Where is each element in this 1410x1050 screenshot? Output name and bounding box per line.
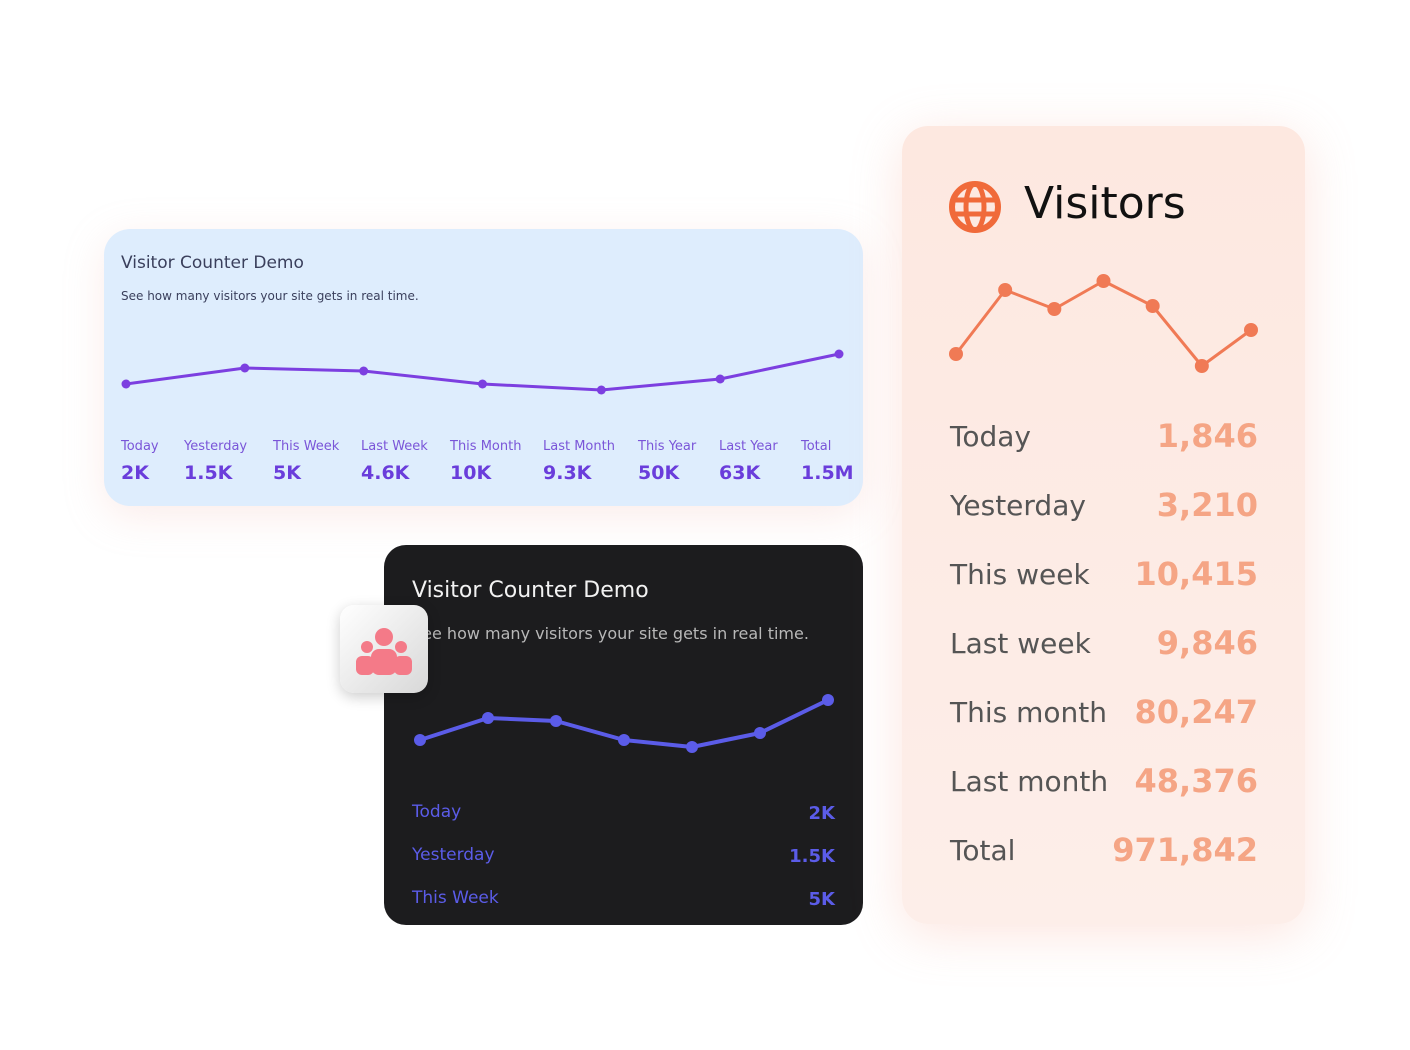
stat-label: Last Month — [543, 439, 615, 454]
stat-value: 2K — [808, 803, 835, 824]
stat-label: This Year — [638, 439, 697, 454]
stat-value: 63K — [719, 462, 761, 484]
globe-icon — [949, 181, 1001, 233]
sparkline — [121, 349, 844, 395]
trend-point — [359, 366, 369, 376]
trend-point — [1047, 302, 1062, 316]
trend-point — [998, 283, 1013, 297]
stat-value: 10,415 — [1134, 555, 1258, 593]
card-title: Visitors — [1024, 178, 1186, 229]
trend-point — [949, 347, 963, 361]
stat-value: 3,210 — [1156, 486, 1258, 524]
stat-label: Yesterday — [184, 439, 248, 454]
trend-point — [618, 734, 630, 746]
stat-label: This month — [950, 696, 1107, 729]
stat-label: Yesterday — [412, 845, 495, 865]
stat-value: 1,846 — [1156, 417, 1258, 455]
light-card: Visitor Counter Demo See how many visito… — [104, 229, 863, 506]
card-subtitle: See how many visitors your site gets in … — [412, 624, 809, 643]
stat-label: Total — [801, 439, 832, 454]
trend-point — [121, 379, 131, 389]
stat-value: 4.6K — [361, 462, 410, 484]
stat-value: 5K — [808, 889, 835, 910]
trend-point — [715, 374, 725, 384]
trend-point — [822, 694, 834, 706]
trend-point — [1194, 359, 1209, 373]
card-title: Visitor Counter Demo — [412, 578, 649, 603]
trend-point — [834, 349, 844, 359]
sparkline — [414, 694, 834, 753]
sparkline — [949, 274, 1258, 373]
users-glyph — [356, 628, 412, 675]
stat-label: Last week — [950, 627, 1091, 660]
stat-label: Last Week — [361, 439, 428, 454]
visitors-card: Visitors Today 1,846 Yesterday 3,210 This we… — [902, 126, 1305, 924]
stat-value: 1.5M — [801, 462, 854, 484]
stat-label: Last Year — [719, 439, 778, 454]
trend-point — [1096, 274, 1111, 288]
stat-value: 10K — [450, 462, 492, 484]
trend-point — [414, 734, 426, 746]
stat-label: This Month — [450, 439, 522, 454]
card-title: Visitor Counter Demo — [121, 253, 304, 273]
trend-point — [240, 363, 250, 373]
trend-point — [550, 715, 562, 727]
trend-point — [686, 741, 698, 753]
stat-label: Yesterday — [950, 489, 1086, 522]
stat-value: 5K — [273, 462, 301, 484]
stat-value: 1.5K — [789, 846, 835, 867]
card-subtitle: See how many visitors your site gets in … — [121, 289, 419, 303]
users-icon — [340, 605, 428, 693]
stat-value: 48,376 — [1134, 762, 1258, 800]
stat-value: 2K — [121, 462, 149, 484]
trend-point — [596, 385, 606, 395]
stat-label: Today — [121, 439, 159, 454]
stat-value: 971,842 — [1112, 831, 1258, 869]
trend-point — [1145, 299, 1160, 313]
stat-label: Total — [950, 834, 1016, 867]
dark-card: Visitor Counter Demo See how many visito… — [384, 545, 863, 925]
trend-point — [1244, 323, 1258, 337]
stat-label: Today — [412, 802, 462, 822]
stat-value: 1.5K — [184, 462, 233, 484]
stat-label: Today — [950, 420, 1031, 453]
stat-value: 80,247 — [1134, 693, 1258, 731]
stat-label: This Week — [273, 439, 340, 454]
stat-value: 9.3K — [543, 462, 592, 484]
trend-point — [754, 727, 766, 739]
stat-label: This Week — [412, 888, 499, 908]
stat-label: Last month — [950, 765, 1109, 798]
trend-point — [478, 379, 487, 389]
stat-value: 9,846 — [1156, 624, 1258, 662]
stat-label: This week — [950, 558, 1090, 591]
trend-point — [482, 712, 494, 724]
stat-value: 50K — [638, 462, 680, 484]
